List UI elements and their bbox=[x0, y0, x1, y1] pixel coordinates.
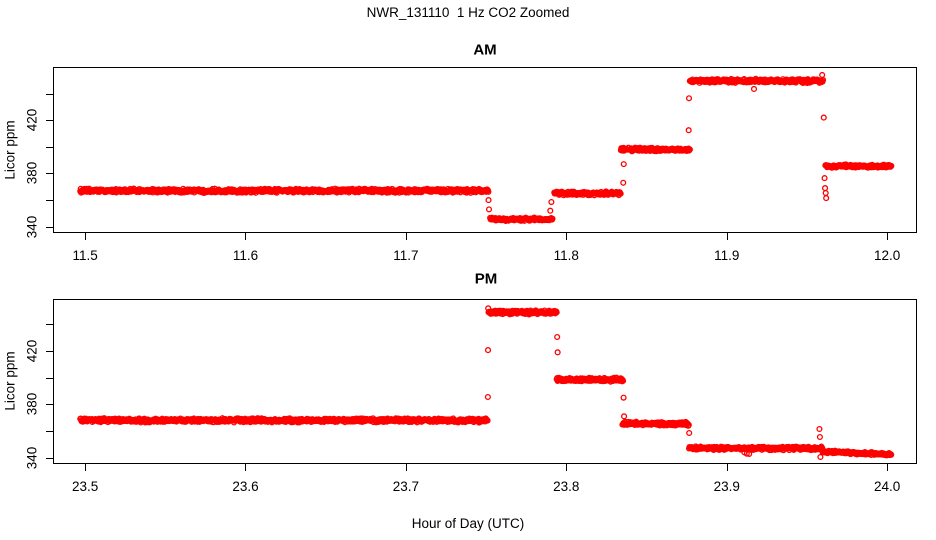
y-tick-label: 380 bbox=[24, 393, 40, 416]
y-tick-label: 380 bbox=[24, 162, 40, 185]
x-tick-label: 12.0 bbox=[873, 248, 901, 263]
x-tick-label: 23.9 bbox=[713, 479, 740, 494]
y-tick-label: 340 bbox=[24, 446, 40, 469]
x-tick-label: 24.0 bbox=[873, 479, 901, 494]
x-tick-label: 23.7 bbox=[392, 479, 420, 494]
am-panel-title: AM bbox=[473, 41, 497, 59]
y-tick-label: 420 bbox=[24, 339, 40, 363]
pm-y-axis-label: Licor ppm bbox=[2, 351, 18, 411]
figure-title: NWR_131110 1 Hz CO2 Zoomed bbox=[366, 5, 570, 20]
x-axis-label: Hour of Day (UTC) bbox=[411, 516, 525, 531]
x-tick-label: 23.5 bbox=[71, 479, 99, 494]
x-tick-label: 11.6 bbox=[232, 248, 259, 263]
am-y-axis-label: Licor ppm bbox=[2, 120, 18, 180]
y-tick-label: 340 bbox=[24, 215, 40, 238]
x-tick-label: 11.8 bbox=[553, 248, 579, 263]
y-tick-label: 420 bbox=[24, 108, 40, 132]
x-tick-label: 11.7 bbox=[393, 248, 419, 263]
pm-panel-title: PM bbox=[474, 270, 498, 288]
x-tick-label: 11.5 bbox=[72, 248, 98, 263]
x-tick-label: 23.8 bbox=[553, 479, 580, 494]
x-tick-label: 23.6 bbox=[232, 479, 259, 494]
x-tick-label: 11.9 bbox=[714, 248, 740, 263]
